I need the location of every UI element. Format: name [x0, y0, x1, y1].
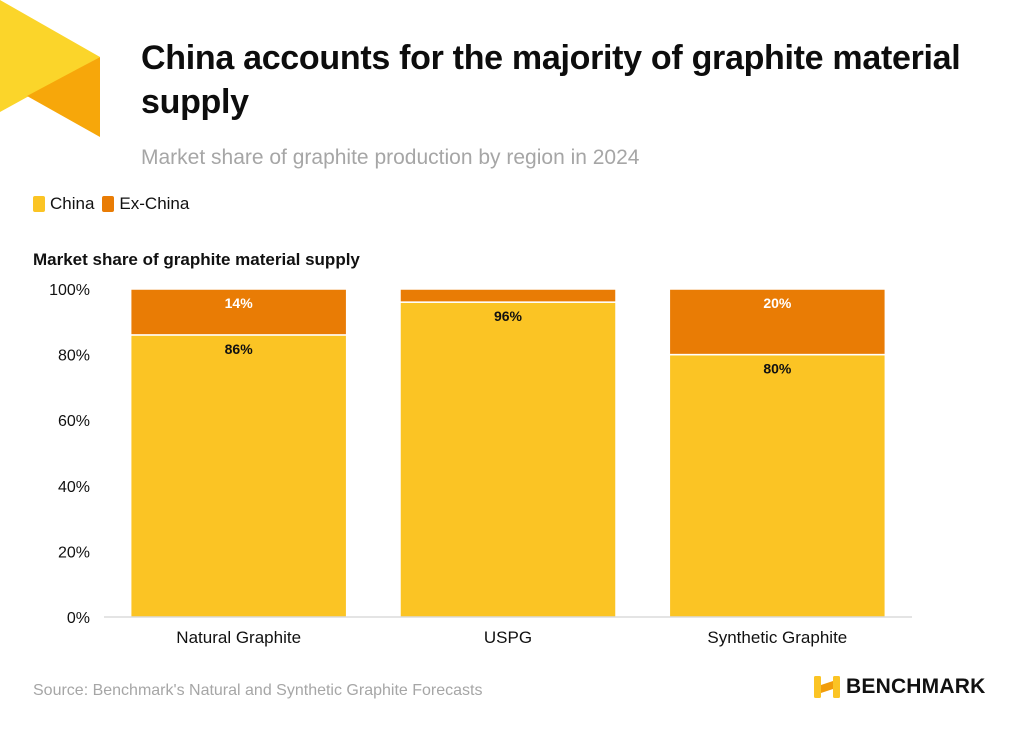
data-label: 20%	[763, 295, 792, 311]
data-label: 80%	[763, 361, 792, 377]
x-tick-label: Natural Graphite	[176, 628, 301, 647]
legend-swatch-china	[33, 196, 45, 212]
legend-label-ex-china: Ex-China	[119, 194, 190, 213]
chart-axis-title: Market share of graphite material supply	[33, 250, 360, 269]
chart-legend: China Ex-China	[33, 194, 197, 214]
y-tick-label: 100%	[49, 282, 90, 299]
legend-label-china: China	[50, 194, 95, 213]
bar-china-3	[668, 353, 887, 618]
page-title: China accounts for the majority of graph…	[141, 39, 961, 121]
corner-decoration	[0, 0, 100, 137]
data-label: 96%	[494, 308, 523, 324]
legend-item-ex-china: Ex-China	[102, 194, 189, 214]
bar-ex-china-2	[399, 288, 617, 303]
y-tick-label: 0%	[67, 610, 90, 627]
y-tick-label: 80%	[58, 348, 90, 365]
x-tick-label: USPG	[484, 628, 532, 647]
benchmark-logo-icon	[814, 676, 840, 698]
page-subtitle: Market share of graphite production by r…	[141, 146, 640, 169]
benchmark-logo: BENCHMARK	[812, 673, 985, 701]
bar-ex-china-1	[129, 288, 348, 336]
source-note: Source: Benchmark's Natural and Syntheti…	[33, 682, 483, 699]
y-tick-label: 40%	[58, 479, 90, 496]
data-label: 14%	[225, 295, 254, 311]
legend-item-china: China	[33, 194, 94, 214]
bar-china-1	[129, 334, 348, 618]
legend-swatch-ex-china	[102, 196, 115, 212]
x-tick-label: Synthetic Graphite	[707, 628, 847, 647]
corner-triangle-dark	[27, 57, 100, 137]
benchmark-logo-text: BENCHMARK	[846, 675, 986, 698]
corner-triangle-light	[0, 0, 100, 112]
y-tick-label: 60%	[58, 413, 90, 430]
y-tick-label: 20%	[58, 544, 90, 561]
bar-china-2	[399, 301, 617, 618]
bar-ex-china-3	[668, 288, 887, 356]
data-label: 86%	[225, 341, 254, 357]
